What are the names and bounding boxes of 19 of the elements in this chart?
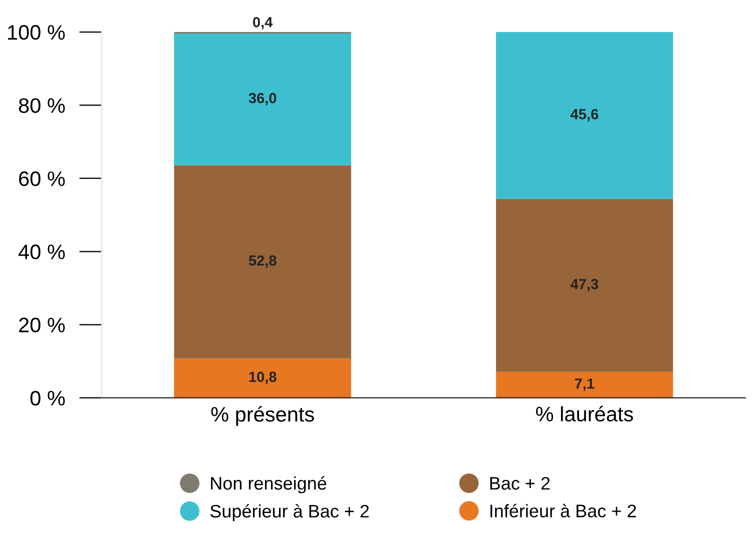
y-tick-label: 100 % bbox=[8, 25, 65, 40]
x-tick-label: % présents bbox=[211, 406, 314, 426]
legend-label: Non renseigné bbox=[211, 476, 326, 494]
data-label: 0,4 bbox=[253, 17, 273, 30]
x-tick-label: % lauréats bbox=[536, 406, 633, 422]
y-tick-label: 80 % bbox=[18, 98, 65, 113]
legend-label: Supérieur à Bac + 2 bbox=[210, 504, 369, 522]
legend-label: Inférieur à Bac + 2 bbox=[490, 504, 636, 518]
data-label: 47,3 bbox=[570, 278, 598, 292]
legend-label: Bac + 2 bbox=[490, 476, 550, 490]
data-label: 52,8 bbox=[248, 255, 276, 268]
y-tick-label: 0 % bbox=[30, 390, 65, 406]
data-label: 36,0 bbox=[248, 92, 276, 106]
data-label: 7,1 bbox=[575, 378, 594, 391]
data-label: 45,6 bbox=[570, 109, 598, 122]
y-tick-label: 60 % bbox=[19, 171, 65, 186]
data-label: 10,8 bbox=[249, 372, 276, 384]
y-tick-label: 20 % bbox=[19, 318, 65, 332]
y-tick-label: 40 % bbox=[18, 244, 65, 260]
